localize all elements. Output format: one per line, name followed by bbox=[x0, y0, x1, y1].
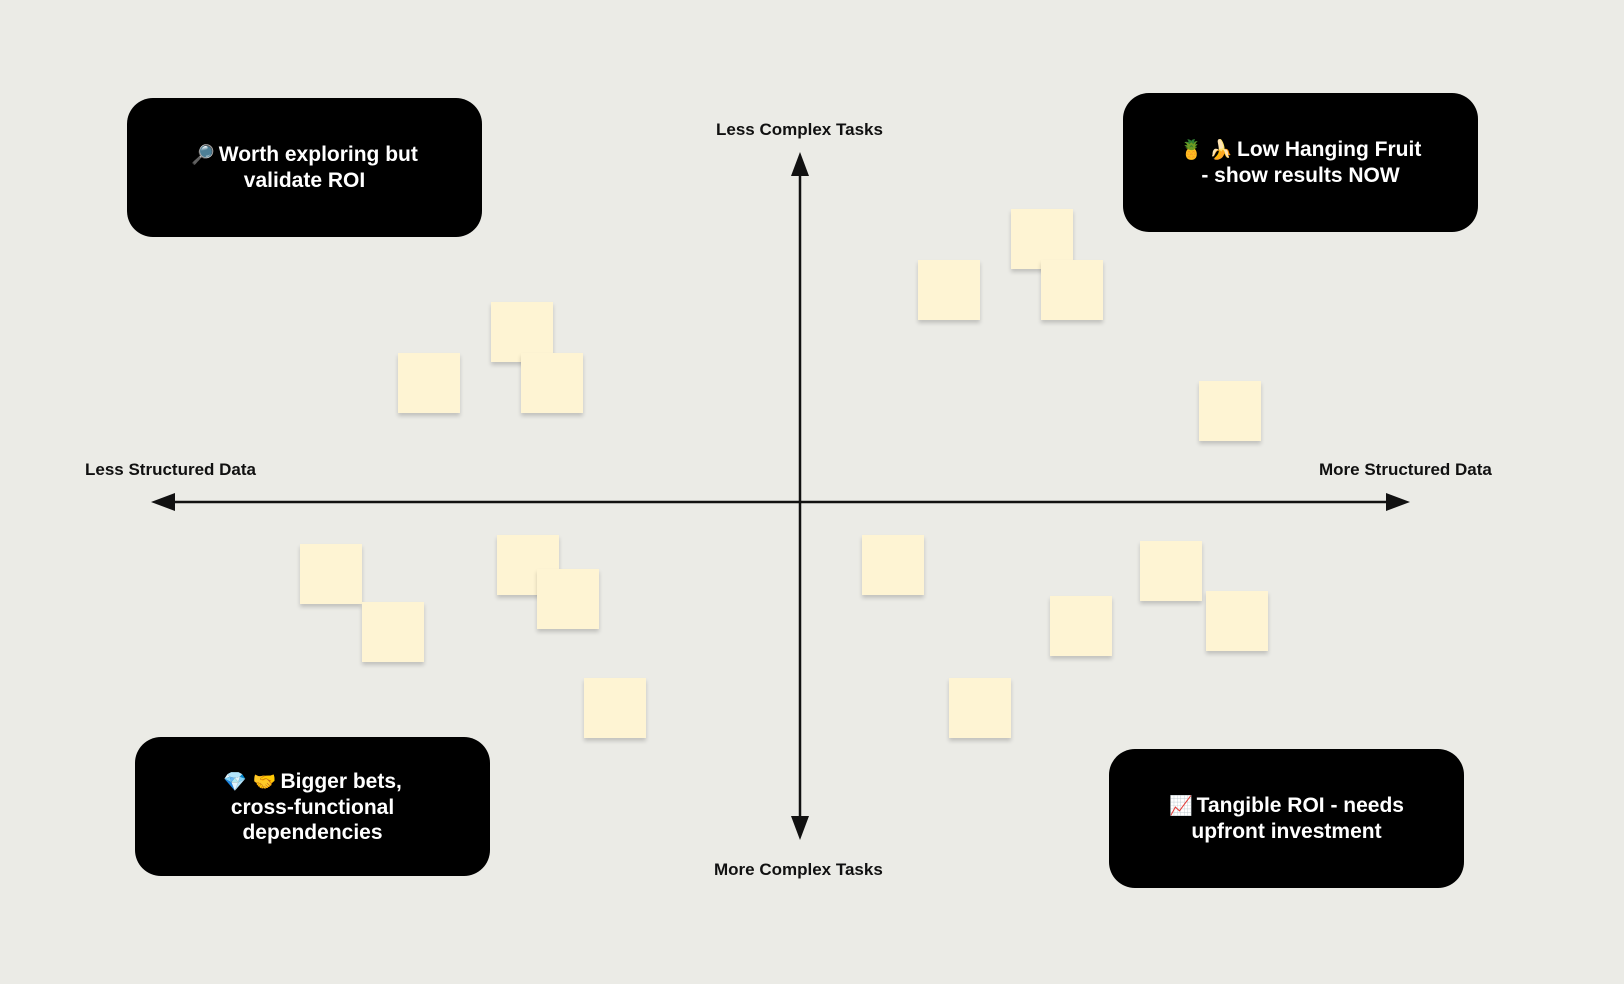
sticky-note[interactable] bbox=[918, 260, 980, 320]
bottom-arrowhead bbox=[791, 816, 809, 840]
chart-increasing-icon: 📈 bbox=[1169, 795, 1193, 817]
sticky-note[interactable] bbox=[1041, 260, 1103, 320]
gem-handshake-icon: 💎 🤝 bbox=[223, 770, 277, 793]
axis-label-right: More Structured Data bbox=[1319, 460, 1492, 479]
axis-label-top: Less Complex Tasks bbox=[716, 120, 883, 139]
quadrant-card-top-right[interactable]: 🍍 🍌 Low Hanging Fruit - show results NOW bbox=[1123, 93, 1478, 232]
top-arrowhead bbox=[791, 152, 809, 176]
sticky-note[interactable] bbox=[862, 535, 924, 595]
sticky-note[interactable] bbox=[1011, 209, 1073, 269]
sticky-note[interactable] bbox=[1140, 541, 1202, 601]
quadrant-card-bottom-left[interactable]: 💎 🤝 Bigger bets, cross-functional depende… bbox=[135, 737, 490, 876]
sticky-note[interactable] bbox=[362, 602, 424, 662]
quadrant-label: Bigger bets, cross-functional dependenci… bbox=[230, 769, 402, 844]
sticky-note[interactable] bbox=[300, 544, 362, 604]
right-arrowhead bbox=[1386, 493, 1410, 511]
sticky-note[interactable] bbox=[949, 678, 1011, 738]
quadrant-card-top-left[interactable]: 🔎 Worth exploring but validate ROI bbox=[127, 98, 482, 237]
magnifier-icon: 🔎 bbox=[191, 144, 215, 166]
quadrant-card-bottom-right[interactable]: 📈 Tangible ROI - needs upfront investment bbox=[1109, 749, 1464, 888]
sticky-note[interactable] bbox=[1206, 591, 1268, 651]
quadrant-label: Tangible ROI - needs upfront investment bbox=[1191, 794, 1404, 843]
sticky-note[interactable] bbox=[537, 569, 599, 629]
axis-label-left: Less Structured Data bbox=[85, 460, 256, 479]
left-arrowhead bbox=[151, 493, 175, 511]
axis-label-bottom: More Complex Tasks bbox=[714, 860, 883, 879]
sticky-note[interactable] bbox=[491, 302, 553, 362]
sticky-note[interactable] bbox=[521, 353, 583, 413]
sticky-note[interactable] bbox=[1199, 381, 1261, 441]
sticky-note[interactable] bbox=[398, 353, 460, 413]
quadrant-label: Worth exploring but validate ROI bbox=[218, 143, 418, 192]
sticky-note[interactable] bbox=[584, 678, 646, 738]
pineapple-banana-icon: 🍍 🍌 bbox=[1179, 139, 1234, 161]
quadrant-label: Low Hanging Fruit - show results NOW bbox=[1201, 138, 1422, 187]
sticky-note[interactable] bbox=[1050, 596, 1112, 656]
